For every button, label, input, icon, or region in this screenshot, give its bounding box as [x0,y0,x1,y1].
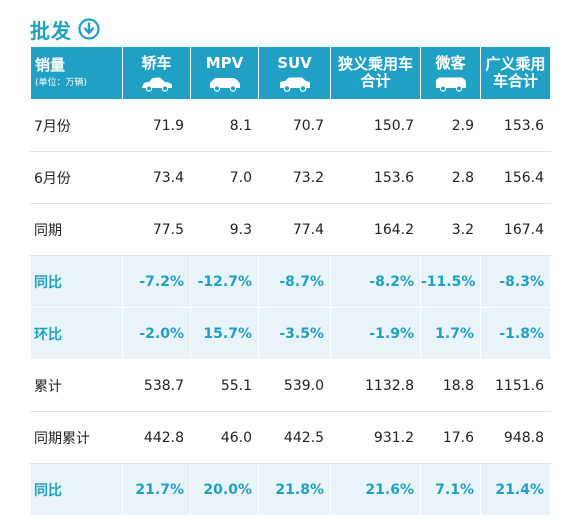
table-row: 累计 538.7 55.1 539.0 1132.8 18.8 1151.6 [30,359,551,412]
row-label: 6月份 [30,151,123,204]
table-cell: 73.4 [122,151,191,204]
table-cell: 46.0 [190,411,259,464]
table-cell: 21.6% [330,463,421,516]
column-header-label: SUV [277,53,312,72]
table-cell: -8.7% [258,255,331,308]
table-cell: 153.6 [480,99,551,152]
table-cell: 20.0% [190,463,259,516]
column-header-sedan: 轿车 [122,46,191,100]
row-label: 累计 [30,359,123,412]
table-row: 6月份 73.4 7.0 73.2 153.6 2.8 156.4 [30,151,551,204]
row-label: 同比 [30,255,123,308]
table-cell: 2.8 [420,151,481,204]
table-cell: 3.2 [420,203,481,256]
row-label: 同期累计 [30,411,123,464]
table-cell: 15.7% [190,307,259,360]
table-row: 7月份 71.9 8.1 70.7 150.7 2.9 153.6 [30,99,551,152]
row-label: 7月份 [30,99,123,152]
row-label: 同比 [30,463,123,516]
table-cell: 77.5 [122,203,191,256]
table-cell: 538.7 [122,359,191,412]
table-cell: 21.7% [122,463,191,516]
table-cell: 73.2 [258,151,331,204]
table-cell: 8.1 [190,99,259,152]
table-cell: 948.8 [480,411,551,464]
table-cell: -1.9% [330,307,421,360]
table-cell: 18.8 [420,359,481,412]
row-label: 环比 [30,307,123,360]
table-cell: -11.5% [420,255,481,308]
table-cell: -2.0% [122,307,191,360]
table-cell: 1132.8 [330,359,421,412]
column-header-label: MPV [205,53,244,72]
table-cell: 442.5 [258,411,331,464]
column-header-label: 狭义乘用车合计 [337,55,413,90]
table-cell: 21.4% [480,463,551,516]
table-cell: 71.9 [122,99,191,152]
table-cell: 21.8% [258,463,331,516]
table-cell: 167.4 [480,203,551,256]
table-row: 同期 77.5 9.3 77.4 164.2 3.2 167.4 [30,203,551,256]
table-cell: 55.1 [190,359,259,412]
table-row: 同期累计 442.8 46.0 442.5 931.2 17.6 948.8 [30,411,551,464]
column-header-label: 轿车 [141,53,172,72]
row-label: 同期 [30,203,123,256]
table-cell: 7.1% [420,463,481,516]
table-cell: -8.3% [480,255,551,308]
header-corner-label: 销量 [35,56,66,74]
table-row: 环比 -2.0% 15.7% -3.5% -1.9% 1.7% -1.8% [30,307,551,360]
mpv-car-icon [209,77,240,92]
table-cell: 539.0 [258,359,331,412]
column-header-label: 微客 [435,53,466,72]
header-unit-label: (单位：万辆) [35,78,88,88]
table-cell: 77.4 [258,203,331,256]
table-cell: 164.2 [330,203,421,256]
table-cell: 442.8 [122,411,191,464]
table-cell: 156.4 [480,151,551,204]
van-car-icon [435,77,466,92]
header-corner: 销量 (单位：万辆) [30,46,123,100]
column-header-mpv: MPV [190,46,259,100]
table-cell: -7.2% [122,255,191,308]
table-row: 同比 -7.2% -12.7% -8.7% -8.2% -11.5% -8.3% [30,255,551,308]
column-header-suv: SUV [258,46,331,100]
table-cell: 70.7 [258,99,331,152]
download-circle-icon[interactable] [78,18,100,40]
table-cell: -3.5% [258,307,331,360]
table-cell: 150.7 [330,99,421,152]
table-cell: 7.0 [190,151,259,204]
table-cell: -12.7% [190,255,259,308]
sedan-car-icon [141,77,172,92]
column-header-broad-total: 广义乘用车合计 [480,46,551,100]
suv-car-icon [279,77,310,92]
column-header-narrow-total: 狭义乘用车合计 [330,46,421,100]
table-cell: -8.2% [330,255,421,308]
section-title: 批发 [30,14,100,44]
table-cell: 17.6 [420,411,481,464]
column-header-micro-van: 微客 [420,46,481,100]
table-cell: -1.8% [480,307,551,360]
table-cell: 2.9 [420,99,481,152]
page-title: 批发 [30,18,72,43]
table-cell: 153.6 [330,151,421,204]
table-cell: 1.7% [420,307,481,360]
column-header-label: 广义乘用车合计 [485,55,546,90]
table-cell: 9.3 [190,203,259,256]
table-cell: 931.2 [330,411,421,464]
table-header-row: 销量 (单位：万辆) 轿车 MPV SUV [30,46,551,100]
sales-table: 销量 (单位：万辆) 轿车 MPV SUV [30,46,551,516]
table-cell: 1151.6 [480,359,551,412]
table-row: 同比 21.7% 20.0% 21.8% 21.6% 7.1% 21.4% [30,463,551,516]
